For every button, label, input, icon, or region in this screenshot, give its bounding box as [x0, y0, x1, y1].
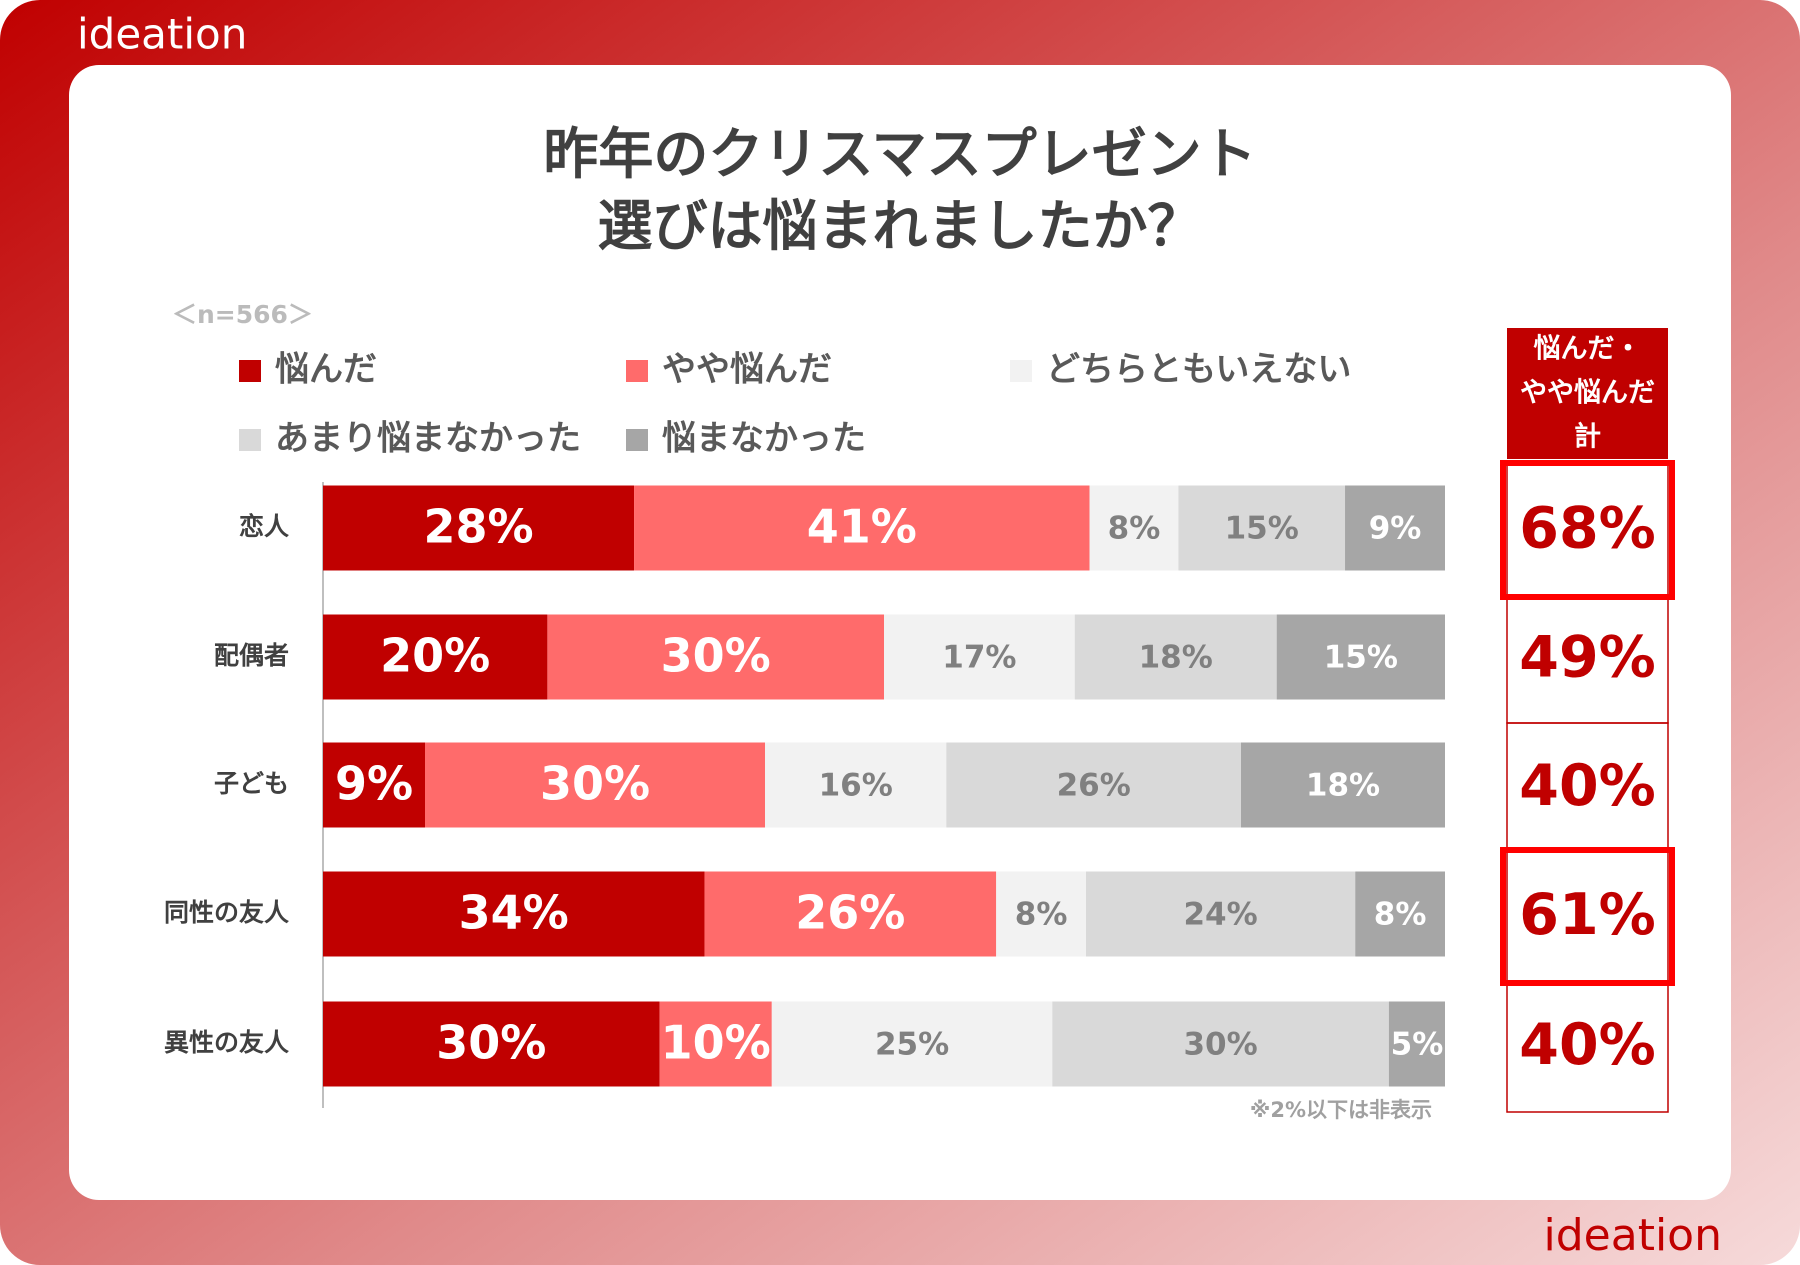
value-label: 30% [540, 757, 650, 811]
chart-title: 昨年のクリスマスプレゼント [543, 122, 1256, 186]
legend-swatch [626, 360, 648, 382]
value-label: 16% [819, 768, 893, 804]
value-label: 30% [436, 1016, 546, 1070]
bar-segment [1074, 614, 1277, 700]
bar-segment [1241, 742, 1445, 828]
legend-swatch [239, 429, 261, 451]
totals-value: 40% [1519, 1012, 1655, 1078]
bar-segment [547, 614, 884, 700]
sample-size: ＜n=566＞ [172, 300, 313, 329]
value-label: 24% [1183, 897, 1257, 933]
bar-segment [1345, 485, 1445, 571]
category-label: 異性の友人 [164, 1028, 289, 1057]
legend-label: やや悩んだ [662, 350, 832, 390]
legend-label: あまり悩まなかった [275, 419, 581, 459]
bar-segment [323, 485, 635, 571]
bar-segment [1355, 871, 1445, 957]
totals-highlight [1500, 460, 1675, 600]
bar-segment [634, 485, 1090, 571]
legend-swatch [1010, 360, 1032, 382]
bar-segment [1178, 485, 1346, 571]
value-label: 26% [795, 886, 905, 940]
bar-segment [323, 742, 425, 828]
value-label: 8% [1015, 897, 1068, 933]
bar-segment [946, 742, 1241, 828]
value-label: 8% [1108, 511, 1161, 547]
value-label: 10% [661, 1016, 771, 1070]
value-label: 8% [1374, 897, 1427, 933]
bar-segment [996, 871, 1086, 957]
totals-header [1507, 328, 1668, 459]
legend-label: 悩んだ [275, 350, 377, 390]
value-label: 28% [423, 500, 533, 554]
bar-segment [1388, 1001, 1445, 1087]
totals-header-text: やや悩んだ [1520, 378, 1655, 409]
value-label: 15% [1324, 640, 1398, 676]
brand-logo: ideation [77, 10, 247, 59]
totals-value: 61% [1519, 882, 1655, 948]
legend-swatch [626, 429, 648, 451]
bar-segment [884, 614, 1075, 700]
value-label: 9% [1369, 511, 1422, 547]
bar-segment [659, 1001, 772, 1087]
bar-segment [771, 1001, 1053, 1087]
bar-segment [704, 871, 997, 957]
legend-label: 悩まなかった [662, 419, 866, 459]
bar-segment [323, 871, 705, 957]
value-label: 26% [1057, 768, 1131, 804]
bar-segment [765, 742, 947, 828]
legend-label: どちらともいえない [1046, 350, 1351, 390]
totals-header-text: 計 [1574, 421, 1601, 453]
bar-segment [1052, 1001, 1389, 1087]
value-label: 34% [459, 886, 569, 940]
category-label: 配偶者 [214, 641, 289, 670]
note: ※2%以下は非表示 [1250, 1098, 1432, 1122]
value-label: 30% [661, 629, 771, 683]
value-label: 20% [380, 629, 490, 683]
value-label: 18% [1139, 640, 1213, 676]
totals-value: 68% [1519, 496, 1655, 562]
value-label: 15% [1225, 511, 1299, 547]
brand-logo: ideation [1544, 1210, 1722, 1261]
value-label: 18% [1306, 768, 1380, 804]
bar-segment [1276, 614, 1445, 700]
value-label: 9% [335, 757, 413, 811]
chart-title: 選びは悩まれましたか？ [597, 194, 1202, 258]
bar-segment [1085, 871, 1356, 957]
totals-value: 49% [1519, 625, 1655, 691]
category-label: 恋人 [239, 512, 289, 541]
value-label: 30% [1183, 1027, 1257, 1063]
value-label: 17% [942, 640, 1016, 676]
bar-segment [323, 614, 548, 700]
category-label: 子ども [214, 769, 289, 798]
category-label: 同性の友人 [164, 898, 289, 927]
value-label: 5% [1391, 1027, 1444, 1063]
totals-value: 40% [1519, 753, 1655, 819]
bar-segment [1089, 485, 1179, 571]
value-label: 41% [807, 500, 917, 554]
totals-highlight [1500, 847, 1675, 986]
totals-header-text: 悩んだ・ [1534, 334, 1642, 365]
bar-segment [323, 1001, 660, 1087]
legend-swatch [239, 360, 261, 382]
bar-segment [425, 742, 765, 828]
value-label: 25% [875, 1027, 949, 1063]
